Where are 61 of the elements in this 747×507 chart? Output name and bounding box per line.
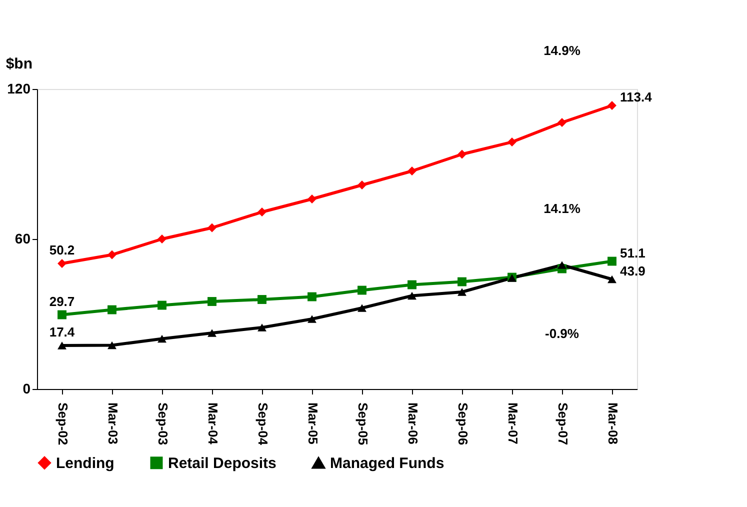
point bbox=[208, 223, 216, 232]
x-tick-label: Mar-07 bbox=[506, 402, 520, 444]
x-tick-label: Sep-03 bbox=[156, 402, 170, 446]
x-tick-label: Mar-03 bbox=[106, 402, 120, 444]
point bbox=[208, 329, 216, 337]
x-tick-label: Mar-06 bbox=[406, 402, 420, 444]
annotation: 14.1% bbox=[544, 201, 581, 216]
point bbox=[458, 288, 466, 296]
point bbox=[308, 315, 316, 323]
y-tick-label: 120 bbox=[7, 80, 31, 96]
y-tick-label: 0 bbox=[22, 380, 31, 396]
point bbox=[258, 208, 266, 216]
y-axis-title: $bn bbox=[6, 56, 32, 72]
point bbox=[308, 194, 316, 204]
x-tick-label: Sep-04 bbox=[256, 402, 270, 446]
point bbox=[108, 250, 116, 260]
x-tick-label: Sep-07 bbox=[556, 402, 570, 446]
annotation: -0.9% bbox=[545, 326, 580, 341]
x-tick-label: Sep-06 bbox=[456, 402, 470, 446]
legend-label: Lending bbox=[56, 454, 114, 472]
point bbox=[58, 310, 66, 320]
point bbox=[458, 150, 466, 159]
point bbox=[158, 334, 166, 343]
data-label: 50.2 bbox=[49, 242, 75, 258]
point bbox=[158, 234, 166, 244]
point bbox=[408, 166, 416, 176]
y-tick-label: 60 bbox=[14, 230, 31, 246]
point bbox=[208, 297, 216, 306]
x-tick-label: Sep-05 bbox=[356, 402, 370, 446]
data-label: 51.1 bbox=[620, 245, 646, 260]
point bbox=[608, 101, 616, 110]
point bbox=[408, 292, 416, 300]
point bbox=[408, 280, 416, 290]
point bbox=[158, 300, 166, 310]
x-tick-label: Sep-02 bbox=[56, 402, 70, 446]
point bbox=[108, 305, 116, 314]
point bbox=[608, 256, 616, 266]
point bbox=[608, 275, 616, 284]
point bbox=[108, 341, 116, 350]
point bbox=[458, 277, 466, 286]
point bbox=[558, 261, 566, 269]
x-tick-label: Mar-04 bbox=[206, 402, 220, 446]
point bbox=[258, 324, 266, 332]
point bbox=[58, 259, 66, 268]
point bbox=[258, 295, 266, 304]
x-tick-label: Mar-08 bbox=[606, 402, 620, 444]
data-label: 43.9 bbox=[620, 263, 646, 278]
data-label: 29.7 bbox=[49, 294, 75, 309]
point bbox=[558, 118, 566, 127]
point bbox=[508, 138, 516, 146]
data-label: 113.4 bbox=[620, 90, 653, 104]
x-tick-label: Mar-05 bbox=[306, 402, 320, 444]
text: 14.9% bbox=[544, 43, 581, 58]
point bbox=[358, 286, 366, 295]
point bbox=[358, 180, 366, 190]
point bbox=[58, 342, 66, 350]
point bbox=[308, 292, 316, 302]
point bbox=[358, 304, 366, 312]
legend-label: Retail Deposits bbox=[168, 454, 276, 472]
data-label: 17.4 bbox=[49, 324, 76, 340]
legend-label: Managed Funds bbox=[330, 455, 444, 472]
